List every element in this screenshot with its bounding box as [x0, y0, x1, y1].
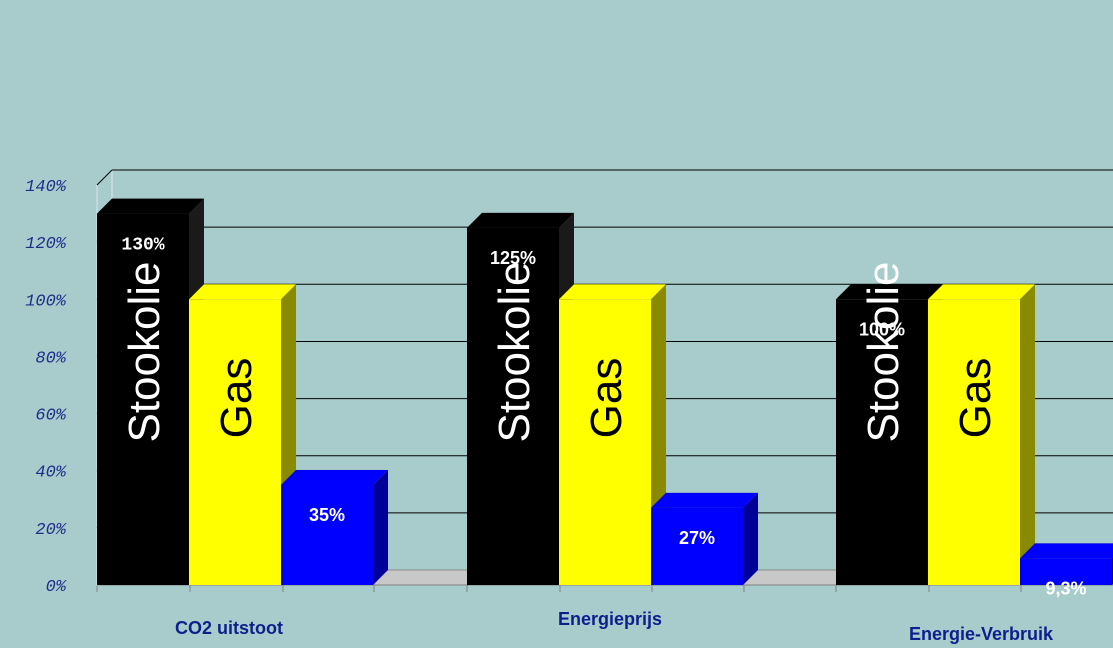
bar-top [1019, 543, 1113, 559]
bar-top [466, 212, 575, 229]
series-label: Gas [212, 358, 261, 439]
bar: Gas [927, 284, 1036, 585]
data-label: 130% [121, 236, 164, 256]
bar: Gas [188, 284, 297, 585]
bar-top [558, 284, 667, 300]
bar-top [927, 284, 1036, 300]
data-label: 35% [309, 505, 345, 525]
y-tick-label: 60% [35, 407, 66, 426]
bar: 125%Stookolie [466, 212, 575, 585]
bar: 100%Stookolie [835, 261, 944, 585]
x-axis-categories: CO2 uitstoot Energieprijs Energie-Verbruik [175, 609, 1054, 644]
y-tick-label: 0% [46, 578, 67, 597]
series-label: Gas [582, 358, 631, 439]
bar-front [467, 227, 559, 585]
bar-top [188, 284, 297, 300]
bar-side [743, 492, 758, 585]
bar-front [97, 213, 189, 585]
bar: 35% [280, 469, 389, 585]
bar-side [373, 470, 388, 585]
bar-front [281, 485, 373, 585]
gridline-side [96, 169, 113, 186]
y-tick-label: 120% [25, 235, 67, 254]
bar-top [96, 198, 205, 214]
category-label: CO2 uitstoot [175, 618, 283, 638]
series-label: Stookolie [490, 261, 539, 442]
data-label: 27% [679, 528, 715, 548]
data-label: 100% [859, 319, 905, 339]
y-tick-label: 20% [35, 521, 66, 540]
y-tick-label: 80% [35, 349, 66, 368]
y-tick-label: 40% [35, 464, 66, 483]
series-label: Stookolie [859, 261, 908, 442]
y-tick-label: 140% [25, 178, 67, 197]
bar-front [189, 299, 281, 585]
y-axis-ticks: 0% 20% 40% 60% 80% 100% 120% 140% [25, 178, 67, 597]
bar-front [928, 299, 1020, 585]
category-label: Energieprijs [558, 609, 662, 629]
bar-front [651, 507, 743, 585]
bar-side [1020, 284, 1035, 585]
bar: Gas [558, 284, 667, 585]
bar-top [650, 492, 759, 509]
series-label: Gas [951, 358, 1000, 439]
bar: 130% Stookolie [96, 198, 205, 585]
y-tick-label: 100% [25, 292, 67, 311]
category-label: Energie-Verbruik [909, 624, 1054, 644]
bar: 9,3% [1019, 543, 1113, 598]
bar: 27% [650, 492, 759, 585]
bar-top [280, 469, 389, 486]
series-label: Stookolie [120, 261, 169, 442]
data-label: 125% [490, 248, 536, 268]
bar-front [836, 299, 928, 585]
bar-front [559, 299, 651, 585]
data-label: 9,3% [1045, 578, 1086, 598]
bar-front [1020, 558, 1112, 585]
